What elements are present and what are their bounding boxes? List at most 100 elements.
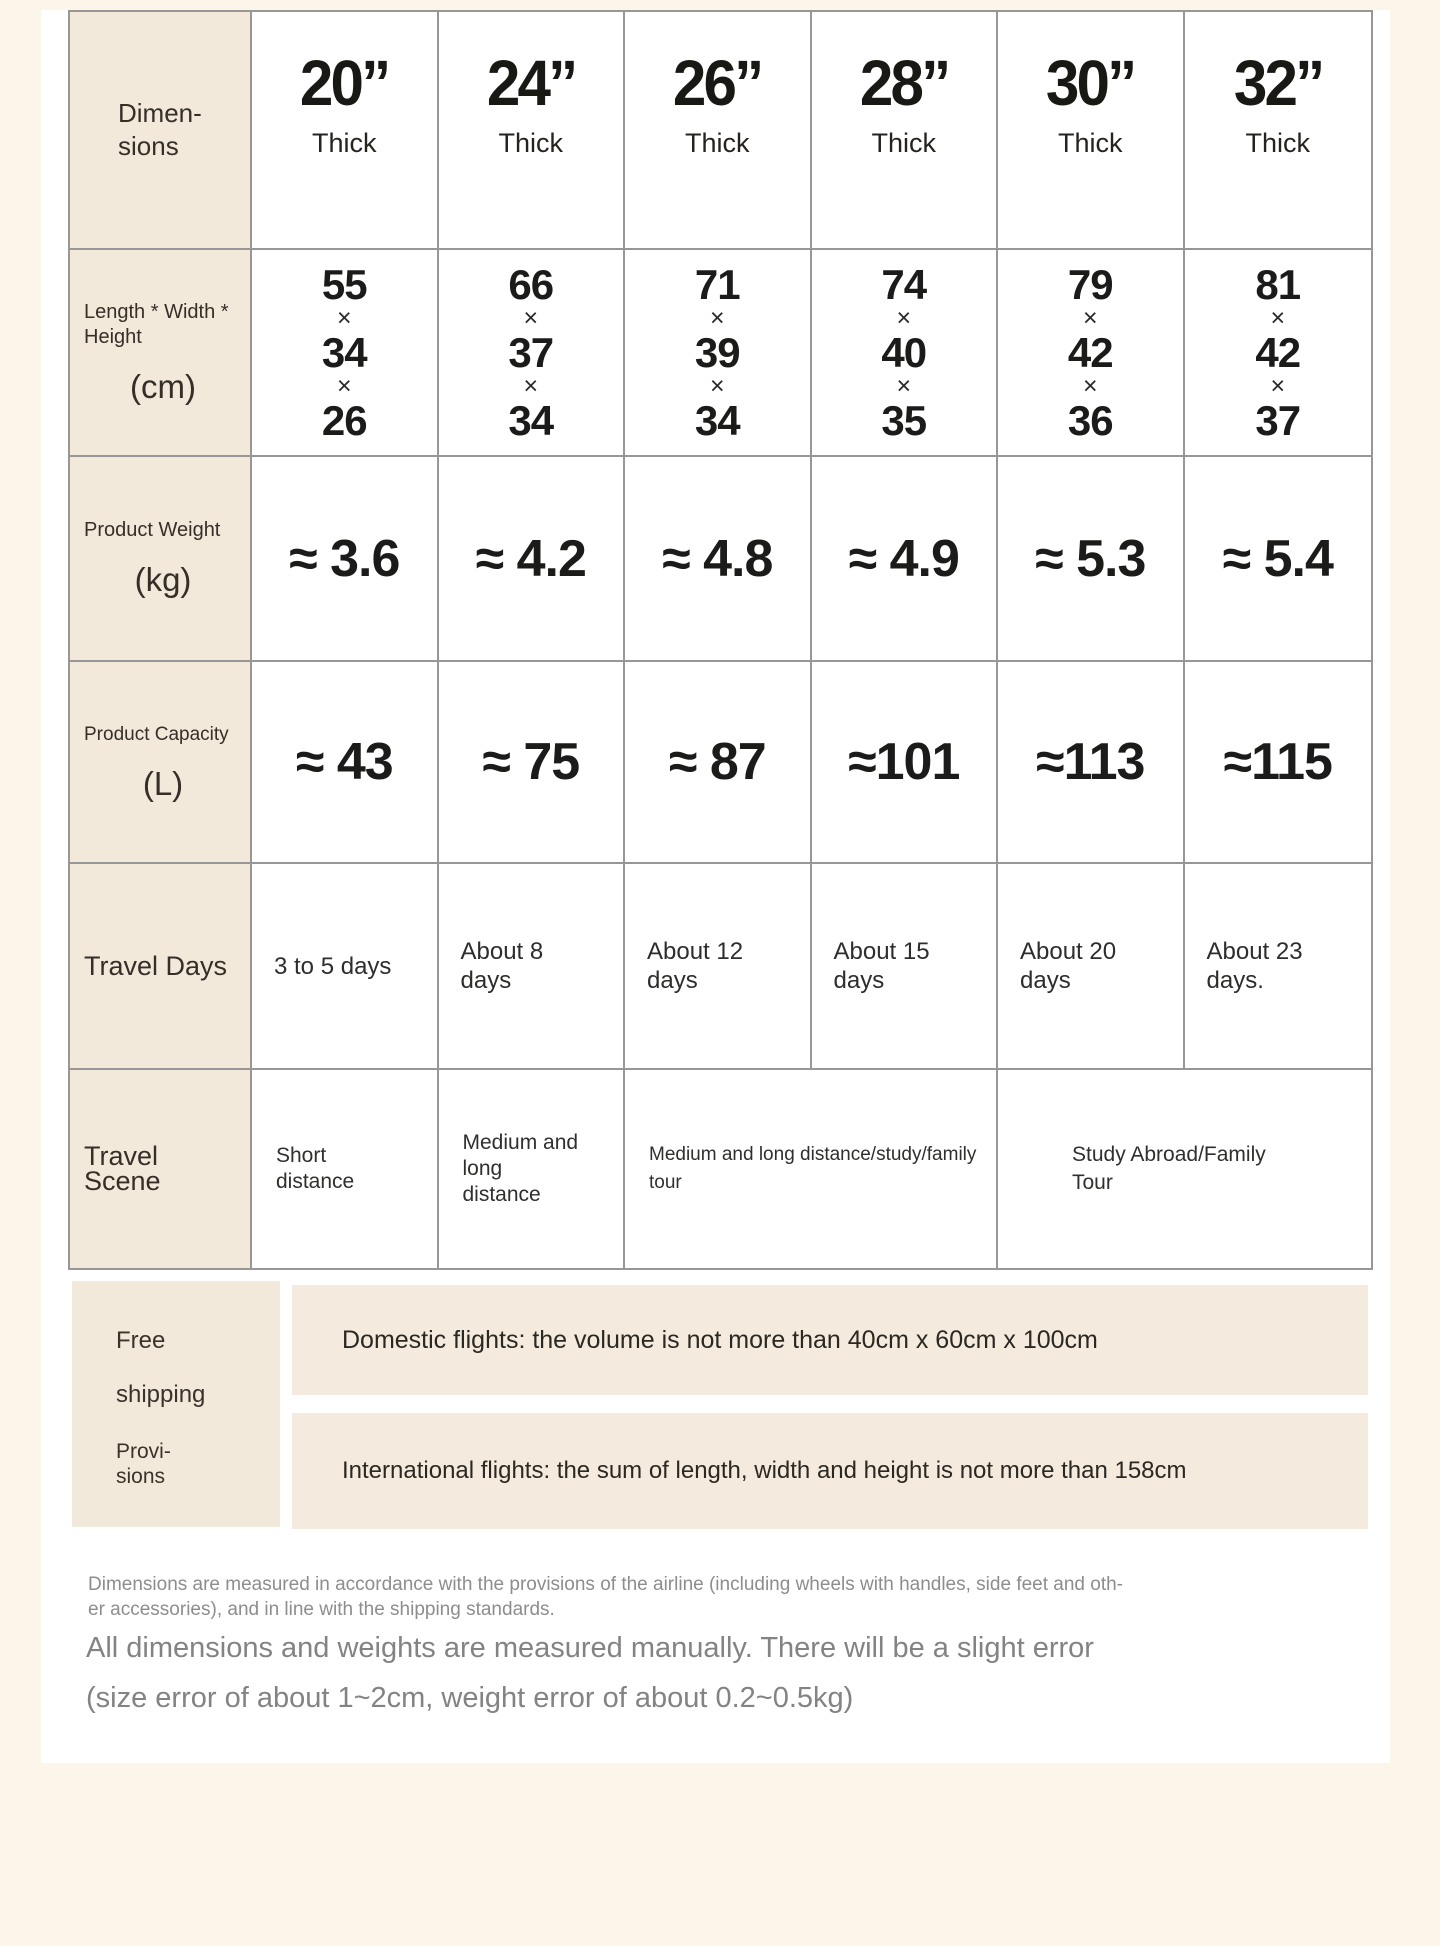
dimensions-28in: 74 × 40 × 35: [811, 250, 998, 457]
weight-20in: ≈ 3.6: [252, 457, 439, 662]
free-shipping-line-1: Free: [116, 1327, 166, 1354]
size-header-30in-thick: Thick: [1057, 128, 1123, 158]
row-label-travel-scene: Travel Scene: [70, 1070, 252, 1268]
travel-days-value: About 12 days: [647, 938, 744, 994]
size-header-26in: 26” Thick: [625, 12, 812, 250]
size-header-24in-value: 24”: [486, 47, 577, 119]
domestic-flights-note: Domestic flights: the volume is not more…: [292, 1285, 1368, 1395]
size-header-20in: 20” Thick: [252, 12, 439, 250]
size-header-26in-value: 26”: [672, 47, 764, 119]
weight-26in: ≈ 4.8: [625, 457, 812, 662]
size-header-24in-thick: Thick: [498, 128, 563, 158]
size-header-28in-thick: Thick: [871, 128, 936, 158]
times-symbol: ×: [709, 304, 725, 332]
dim-height: 35: [881, 397, 927, 444]
capacity-24in: ≈ 75: [438, 662, 625, 864]
times-symbol: ×: [523, 304, 539, 332]
times-symbol: ×: [336, 372, 352, 400]
capacity-28in: ≈101: [811, 662, 998, 864]
dim-length: 81: [1255, 261, 1301, 308]
weight-28in: ≈ 4.9: [811, 457, 998, 662]
times-symbol: ×: [1270, 304, 1286, 332]
capacity-26in: ≈ 87: [625, 662, 812, 864]
travel-days-20in: 3 to 5 days: [252, 864, 439, 1070]
weight-24in: ≈ 4.2: [438, 457, 625, 662]
row-label-weight: Product Weight (kg): [70, 457, 252, 662]
dim-width: 34: [321, 329, 368, 376]
corner-header-label: Dimen-sions: [118, 98, 202, 161]
row-label-capacity: Product Capacity (L): [70, 662, 252, 864]
dim-height: 34: [508, 397, 554, 444]
dim-height: 34: [694, 397, 741, 444]
measurement-footnote-line-2: er accessories), and in line with the sh…: [88, 1599, 555, 1620]
row-label-travel-days: Travel Days: [70, 864, 252, 1070]
capacity-20in: ≈ 43: [252, 662, 439, 864]
size-header-26in-thick: Thick: [684, 128, 750, 158]
dim-height: 36: [1067, 397, 1114, 444]
dimensions-26in: 71 × 39 × 34: [625, 250, 812, 457]
times-symbol: ×: [1270, 372, 1286, 400]
travel-days-value: About 8 days: [460, 938, 544, 994]
dimensions-32in: 81 × 42 × 37: [1184, 250, 1371, 457]
travel-scene-20in: Short distance: [252, 1070, 439, 1268]
times-symbol: ×: [1082, 372, 1098, 400]
times-symbol: ×: [709, 372, 725, 400]
travel-days-value: About 23 days.: [1206, 938, 1303, 994]
free-shipping-block: Free shipping Provi-sions: [72, 1281, 280, 1527]
size-header-30in-value: 30”: [1045, 47, 1137, 119]
corner-header-cell: Dimen-sions: [70, 12, 252, 250]
measurement-footnote-large-2: (size error of about 1~2cm, weight error…: [86, 1682, 854, 1714]
capacity-32in: ≈115: [1184, 662, 1371, 864]
travel-days-28in: About 15 days: [811, 864, 998, 1070]
weight-32in: ≈ 5.4: [1184, 457, 1371, 662]
spec-table: Dimen-sions 20” Thick 24” Thick 26” Thic…: [68, 10, 1373, 1270]
measurement-footnote-line-1: Dimensions are measured in accordance wi…: [88, 1574, 1124, 1595]
size-header-28in-value: 28”: [859, 47, 950, 119]
dimensions-24in: 66 × 37 × 34: [438, 250, 625, 457]
free-shipping-line-2: shipping: [116, 1381, 206, 1408]
international-flights-note-text: International flights: the sum of length…: [342, 1457, 1187, 1484]
size-header-32in: 32” Thick: [1184, 12, 1371, 250]
size-header-24in: 24” Thick: [438, 12, 625, 250]
measurement-footnote-large-1: All dimensions and weights are measured …: [86, 1632, 1094, 1664]
domestic-flights-note-text: Domestic flights: the volume is not more…: [342, 1325, 1098, 1354]
dimensions-unit: (cm): [130, 367, 196, 405]
dim-height: 37: [1255, 397, 1301, 444]
measurement-footnote-small: Dimensions are measured in accordance wi…: [88, 1572, 1123, 1622]
dim-width: 39: [694, 329, 741, 376]
travel-days-label: Travel Days: [84, 950, 228, 981]
dim-length: 55: [321, 261, 368, 308]
dimensions-20in: 55 × 34 × 26: [252, 250, 439, 457]
free-shipping-line-3: Provi-sions: [116, 1440, 171, 1488]
dim-height: 26: [321, 397, 368, 444]
size-header-20in-thick: Thick: [311, 128, 377, 158]
travel-days-value: About 20 days: [1020, 938, 1117, 994]
travel-scene-label: Travel Scene: [84, 1141, 161, 1196]
times-symbol: ×: [896, 304, 912, 332]
travel-scene-24in: Medium and long distance: [439, 1070, 625, 1268]
capacity-label: Product Capacity: [84, 723, 229, 745]
travel-days-24in: About 8 days: [438, 864, 625, 1070]
size-header-28in: 28” Thick: [811, 12, 998, 250]
dim-width: 37: [508, 329, 554, 376]
row-label-dimensions: Length * Width * Height (cm): [70, 250, 252, 457]
dim-length: 66: [508, 261, 554, 308]
travel-days-30in: About 20 days: [998, 864, 1185, 1070]
dimensions-label: Length * Width * Height: [84, 300, 229, 348]
dimensions-30in: 79 × 42 × 36: [998, 250, 1185, 457]
capacity-unit: (L): [142, 764, 184, 802]
travel-scene-value: Medium and long distance/study/family to…: [649, 1144, 977, 1193]
travel-scene-26-28in: Medium and long distance/study/family to…: [625, 1070, 998, 1268]
travel-days-32in: About 23 days.: [1184, 864, 1371, 1070]
dim-width: 42: [1255, 329, 1301, 376]
weight-30in: ≈ 5.3: [998, 457, 1185, 662]
size-header-30in: 30” Thick: [998, 12, 1185, 250]
travel-days-value: About 15 days: [833, 938, 930, 994]
travel-scene-30-32in: Study Abroad/Family Tour: [998, 1070, 1371, 1268]
travel-scene-value: Short distance: [276, 1144, 355, 1193]
size-header-32in-value: 32”: [1233, 47, 1324, 119]
dim-length: 74: [881, 261, 927, 308]
times-symbol: ×: [336, 304, 352, 332]
times-symbol: ×: [1082, 304, 1098, 332]
weight-unit: (kg): [134, 561, 192, 598]
